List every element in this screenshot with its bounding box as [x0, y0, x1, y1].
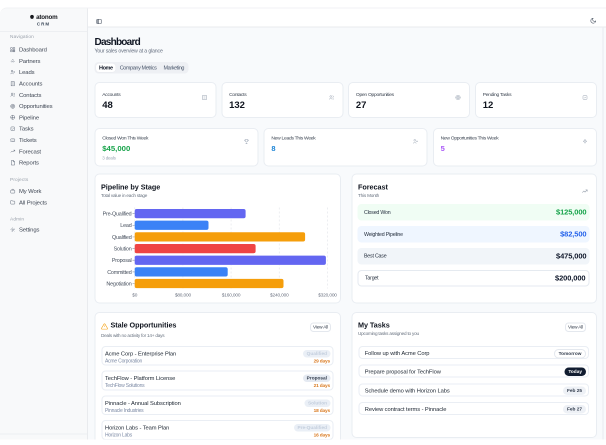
svg-text:Solution: Solution — [114, 246, 132, 252]
svg-text:Lead: Lead — [120, 223, 131, 229]
svg-text:Negotiation: Negotiation — [106, 281, 131, 287]
svg-text:Pre-Qualified: Pre-Qualified — [103, 212, 132, 218]
svg-text:$320,000: $320,000 — [318, 293, 337, 299]
svg-text:$80,000: $80,000 — [175, 293, 192, 299]
svg-text:Committed: Committed — [107, 270, 131, 276]
svg-text:$240,000: $240,000 — [270, 293, 289, 299]
svg-text:$0: $0 — [132, 293, 137, 299]
svg-text:Qualified: Qualified — [112, 235, 132, 241]
svg-text:Proposal: Proposal — [112, 258, 132, 264]
svg-text:$160,000: $160,000 — [222, 293, 241, 299]
